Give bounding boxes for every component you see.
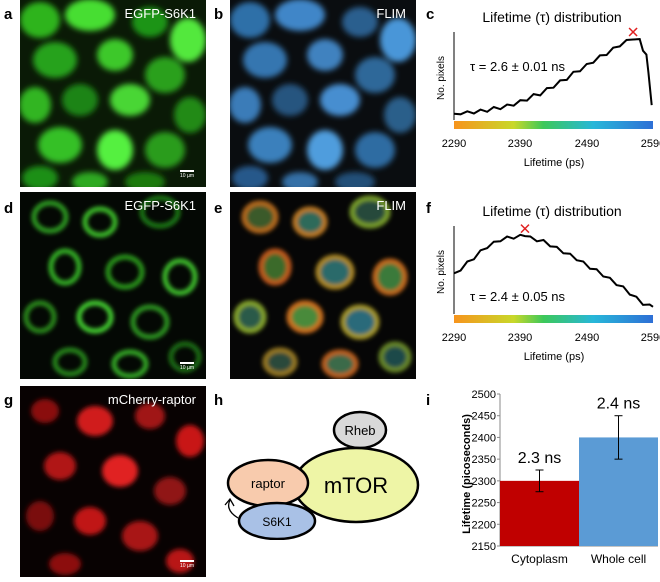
chart-i-ytick-2: 2250 xyxy=(472,498,496,510)
chart-c-peak-marker xyxy=(628,27,638,37)
panel-letter-g: g xyxy=(4,392,14,409)
micrograph-g-label: mCherry-raptor xyxy=(107,392,196,407)
chart-i-ytick-0: 2150 xyxy=(472,541,496,553)
chart-i-category-1: Whole cell xyxy=(591,552,646,566)
chart-c-xtick-0: 2290 xyxy=(442,138,466,150)
chart-f-peak-marker xyxy=(520,224,530,234)
panel-letter-c: c xyxy=(426,6,435,23)
chart-c-peak-cross-stroke-1 xyxy=(628,27,638,37)
chart-f-annotation: τ = 2.4 ± 0.05 ns xyxy=(470,289,566,304)
panel-letter-f: f xyxy=(426,200,431,217)
chart-i-data-label-0: 2.3 ns xyxy=(518,450,562,467)
chart-i-ytick-4: 2350 xyxy=(472,454,496,466)
chart-f-xlabel: Lifetime (ps) xyxy=(524,351,585,363)
chart-i-ytick-5: 2400 xyxy=(472,432,496,444)
panel-letter-h: h xyxy=(214,392,224,409)
chart-i-category-0: Cytoplasm xyxy=(511,552,568,566)
chart-f-colorbar xyxy=(454,315,653,323)
chart-f-series-line xyxy=(453,233,654,308)
chart-c-svg: Lifetime (τ) distribution τ = 2.6 ± 0.01… xyxy=(436,9,660,169)
chart-f-peak-cross-stroke-1 xyxy=(520,224,530,234)
s6k1-node xyxy=(237,501,317,541)
micrograph-e-label: FLIM xyxy=(376,198,406,213)
micrograph-flim-e: FLIM xyxy=(230,192,416,379)
chart-i-data-label-1: 2.4 ns xyxy=(597,396,641,413)
phosphorylation-arrowhead xyxy=(224,497,235,507)
chart-f-svg: Lifetime (τ) distribution τ = 2.4 ± 0.05… xyxy=(436,203,660,363)
micrograph-b-label: FLIM xyxy=(376,6,406,21)
scale-bar-d: 10 µm xyxy=(180,362,194,371)
micrograph-flim-e-image xyxy=(230,192,416,379)
chart-f-title: Lifetime (τ) distribution xyxy=(482,203,621,219)
chart-f: Lifetime (τ) distribution τ = 2.4 ± 0.05… xyxy=(426,194,660,384)
chart-c-title: Lifetime (τ) distribution xyxy=(482,9,621,25)
micrograph-mcherry-g: mCherry-raptor 10 µm xyxy=(20,386,206,577)
panel-letter-i: i xyxy=(426,392,431,409)
chart-i-svg: Lifetime (picoseconds) 2150 2200 2250 2300 2… xyxy=(461,389,658,566)
raptor-label: raptor xyxy=(251,476,286,491)
chart-f-xtick-0: 2290 xyxy=(442,332,466,344)
panel-letter-e: e xyxy=(214,200,223,217)
s6k1-label: S6K1 xyxy=(262,515,292,529)
chart-i-ytick-6: 2450 xyxy=(472,411,496,423)
scale-bar-d-label: 10 µm xyxy=(180,365,194,371)
chart-c-series-line xyxy=(453,38,653,116)
chart-i: Lifetime (picoseconds) 2150 2200 2250 2300 2… xyxy=(436,386,660,577)
chart-c-colorbar xyxy=(454,121,653,129)
chart-i-ytick-1: 2200 xyxy=(472,519,496,531)
chart-f-ylabel: No. pixels xyxy=(436,250,447,294)
micrograph-d-label: EGFP-S6K1 xyxy=(124,198,196,213)
scale-bar-a-label: 10 µm xyxy=(180,173,194,179)
chart-f-xtick-1: 2390 xyxy=(508,332,532,344)
rheb-label: Rheb xyxy=(344,423,375,438)
diagram-mtor-svg: Rheb mTOR raptor S6K1 xyxy=(224,410,420,541)
chart-c: Lifetime (τ) distribution τ = 2.6 ± 0.01… xyxy=(426,0,660,190)
phosphorylation-arrow xyxy=(227,499,239,519)
micrograph-egfp-a-image xyxy=(20,0,206,187)
micrograph-egfp-a: EGFP-S6K1 10 µm xyxy=(20,0,206,187)
panel-letter-b: b xyxy=(214,6,224,23)
chart-c-xtick-1: 2390 xyxy=(508,138,532,150)
micrograph-egfp-d-image xyxy=(20,192,206,379)
scale-bar-g-label: 10 µm xyxy=(180,563,194,569)
micrograph-a-label: EGFP-S6K1 xyxy=(124,6,196,21)
micrograph-egfp-d: EGFP-S6K1 10 µm xyxy=(20,192,206,379)
micrograph-mcherry-g-image xyxy=(20,386,206,577)
scale-bar-g: 10 µm xyxy=(180,560,194,569)
micrograph-flim-b-image xyxy=(230,0,416,187)
chart-i-bars: 2.3 ns Cytoplasm 2.4 ns Whole cell xyxy=(500,396,658,566)
chart-f-xtick-3: 2590 xyxy=(641,332,660,344)
chart-f-xtick-2: 2490 xyxy=(575,332,599,344)
micrograph-flim-b: FLIM xyxy=(230,0,416,187)
scale-bar-a: 10 µm xyxy=(180,170,194,179)
mtor-label: mTOR xyxy=(324,473,388,498)
chart-i-ytick-7: 2500 xyxy=(472,389,496,401)
chart-i-ytick-3: 2300 xyxy=(472,476,496,488)
chart-c-ylabel: No. pixels xyxy=(436,56,447,100)
chart-c-xtick-3: 2590 xyxy=(641,138,660,150)
chart-c-annotation: τ = 2.6 ± 0.01 ns xyxy=(470,59,566,74)
chart-i-ylabel: Lifetime (picoseconds) xyxy=(461,414,473,534)
chart-c-xlabel: Lifetime (ps) xyxy=(524,157,585,169)
panel-letter-d: d xyxy=(4,200,14,217)
diagram-mtor-complex: Rheb mTOR raptor S6K1 xyxy=(222,390,422,541)
chart-c-xtick-2: 2490 xyxy=(575,138,599,150)
panel-letter-a: a xyxy=(4,6,13,23)
